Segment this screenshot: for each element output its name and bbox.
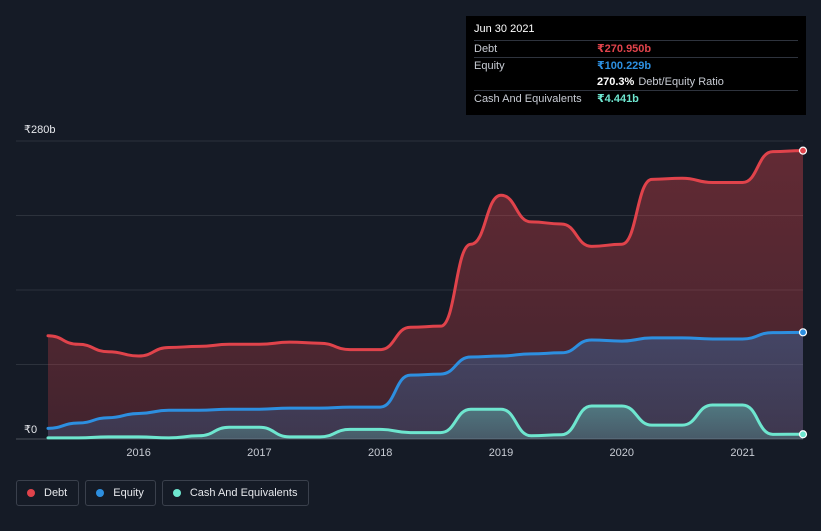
line-layer [46,149,805,440]
x-tick-label: 2018 [368,447,392,459]
line-debt [46,149,805,358]
tooltip-equity-label: Equity [474,60,505,72]
x-tick-label: 2017 [247,447,271,459]
legend-label-equity: Equity [113,487,144,499]
legend-dot-equity [96,489,105,497]
tooltip-ratio-row: 270.3% Debt/Equity Ratio [474,74,798,90]
area-cash [48,404,803,439]
legend-dot-cash [172,489,181,497]
legend-item-cash[interactable]: Cash And Equivalents [161,480,310,506]
tooltip-cash-label: Cash And Equivalents [474,93,582,105]
line-equity [46,330,805,430]
axis-layer: ₹0 ₹280b 2016 2017 2018 2019 2020 2021 [24,124,755,459]
x-tick-label: 2019 [489,447,513,459]
legend-label-debt: Debt [44,487,68,499]
x-tick-label: 2016 [126,447,150,459]
tooltip-cash-value: ₹4.441b [597,93,639,105]
tooltip: Jun 30 2021 Debt ₹270.950b Equity ₹100.2… [466,16,806,115]
tooltip-cash-row: Cash And Equivalents ₹4.441b [474,90,798,107]
legend-item-equity[interactable]: Equity [85,480,156,506]
legend-dot-debt [27,489,35,497]
tooltip-ratio-value: 270.3% [597,76,635,88]
legend-item-debt[interactable]: Debt [16,480,80,506]
tooltip-debt-row: Debt ₹270.950b [474,40,798,57]
y-tick-label: ₹0 [24,424,37,436]
x-tick-label: 2021 [730,447,754,459]
end-marker-debt [798,146,808,155]
marker-layer [798,146,808,439]
end-marker-equity [798,328,808,337]
end-marker-cash [798,430,808,439]
tooltip-debt-value: ₹270.950b [597,43,652,55]
area-layer [48,150,803,440]
legend-label-cash: Cash And Equivalents [189,487,298,499]
line-cash [46,403,805,440]
tooltip-equity-row: Equity ₹100.229b [474,57,798,74]
tooltip-debt-label: Debt [474,43,498,55]
y-tick-label: ₹280b [24,124,55,136]
tooltip-date: Jun 30 2021 [474,23,535,35]
legend: Debt Equity Cash And Equivalents [16,480,310,506]
tooltip-equity-value: ₹100.229b [597,60,652,72]
x-tick-label: 2020 [610,447,634,459]
tooltip-ratio-label: Debt/Equity Ratio [638,76,724,88]
